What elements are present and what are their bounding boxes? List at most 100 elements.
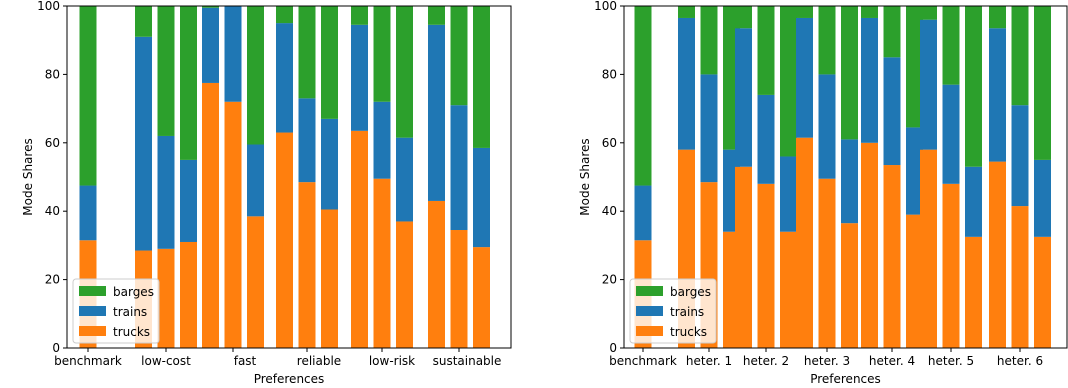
legend-swatch-trucks xyxy=(79,326,106,336)
bar-segment-trucks xyxy=(157,248,175,348)
bar-segment-trucks xyxy=(906,214,923,348)
x-axis-label: Preferences xyxy=(810,372,881,386)
x-tick-label: reliable xyxy=(297,354,341,368)
bar-segment-barges xyxy=(321,6,338,119)
legend-label-trucks: trucks xyxy=(670,325,707,339)
y-tick-label: 100 xyxy=(37,0,60,13)
bar-segment-trains xyxy=(989,28,1006,162)
y-tick-label: 100 xyxy=(594,0,617,13)
bar-segment-trains xyxy=(1034,159,1051,237)
bar-segment-trucks xyxy=(224,101,242,348)
bar-segment-trains xyxy=(428,24,445,201)
x-tick-label: low-risk xyxy=(369,354,415,368)
bar-segment-barges xyxy=(157,6,175,136)
y-tick-label: 0 xyxy=(52,341,60,355)
bar-segment-barges xyxy=(780,6,797,157)
legend-label-trucks: trucks xyxy=(113,325,150,339)
bar-segment-trains xyxy=(373,101,391,179)
bar-segment-barges xyxy=(1034,6,1051,160)
bar-segment-trains xyxy=(861,17,878,143)
bar-segment-trains xyxy=(351,24,368,131)
bar-segment-trains xyxy=(276,23,293,133)
y-axis-label: Mode Shares xyxy=(21,138,35,215)
legend-label-barges: barges xyxy=(670,285,711,299)
bar-segment-trains xyxy=(1011,105,1029,207)
bar-segment-barges xyxy=(965,6,982,167)
bar-segment-trucks xyxy=(1011,206,1029,348)
y-tick-label: 80 xyxy=(45,67,60,81)
bar-segment-trains xyxy=(678,17,695,150)
bar-segment-trains xyxy=(396,137,413,222)
y-tick-label: 60 xyxy=(602,136,617,150)
y-tick-label: 60 xyxy=(45,136,60,150)
bar-segment-barges xyxy=(79,6,97,186)
bar-segment-barges xyxy=(906,6,923,128)
bar-segment-trains xyxy=(841,139,858,224)
bar-segment-trucks xyxy=(473,247,490,348)
bar-segment-trains xyxy=(757,94,775,184)
bar-segment-trucks xyxy=(818,178,836,348)
bar-segment-barges xyxy=(473,6,490,148)
bar-segment-barges xyxy=(883,6,901,58)
bar-segment-trains xyxy=(224,6,242,102)
bar-segment-barges xyxy=(1011,6,1029,106)
bar-segment-barges xyxy=(396,6,413,138)
chart-panel-right: 0 20 40 60 80 100 benchmark heter. 1 heter. 2 het… xyxy=(578,0,1068,386)
x-tick-label: heter. 5 xyxy=(928,354,974,368)
bar-segment-trucks xyxy=(247,216,264,348)
bar-segment-trucks xyxy=(920,149,937,348)
bar-segment-barges xyxy=(180,6,197,160)
legend-label-barges: barges xyxy=(113,285,154,299)
bar-segment-barges xyxy=(920,6,937,20)
bar-segment-barges xyxy=(818,6,836,75)
bar-segment-barges xyxy=(450,6,468,106)
axes-frame xyxy=(66,5,512,349)
bar-segment-trains xyxy=(135,36,152,251)
bar-segment-barges xyxy=(757,6,775,95)
x-tick-label: heter. 6 xyxy=(997,354,1043,368)
bar-segment-trucks xyxy=(883,165,901,348)
chart-panel-left: 0 20 40 60 80 100 benchmark low-cost fast reliabl… xyxy=(21,0,512,386)
bar-segment-trucks xyxy=(735,166,752,348)
bar-segment-trains xyxy=(247,144,264,217)
legend-label-trains: trains xyxy=(670,305,704,319)
axes-frame xyxy=(623,5,1068,349)
x-tick-label: heter. 1 xyxy=(686,354,732,368)
y-tick-label: 80 xyxy=(602,67,617,81)
bar-segment-trucks xyxy=(351,130,368,348)
x-tick-label: heter. 2 xyxy=(743,354,789,368)
bar-segment-trucks xyxy=(276,132,293,348)
bar-segment-trains xyxy=(634,185,652,241)
bar-segment-trains xyxy=(180,159,197,242)
bar-segment-trains xyxy=(920,19,937,150)
y-tick-label: 40 xyxy=(602,204,617,218)
x-tick-label: benchmark xyxy=(54,354,122,368)
bar-segment-trucks xyxy=(942,183,960,348)
bar-segment-barges xyxy=(678,6,695,18)
bar-segment-trucks xyxy=(757,183,775,348)
y-tick-label: 40 xyxy=(45,204,60,218)
legend: barges trains trucks xyxy=(72,278,160,344)
x-tick-label: benchmark xyxy=(609,354,677,368)
bar-segment-trucks xyxy=(861,142,878,348)
bar-segment-trains xyxy=(473,147,490,248)
bar-segment-barges xyxy=(298,6,316,99)
y-tick-label: 0 xyxy=(609,341,617,355)
bar-segment-barges xyxy=(942,6,960,85)
bar-segment-barges xyxy=(841,6,858,140)
bar-segment-trains xyxy=(321,118,338,210)
bar-segment-trains xyxy=(700,74,718,183)
bar-segment-trains xyxy=(818,74,836,179)
bar-segment-trains xyxy=(965,166,982,237)
bar-segment-barges xyxy=(202,6,219,8)
bar-segment-trains xyxy=(906,127,923,215)
y-axis-label: Mode Shares xyxy=(578,138,592,215)
bar-segment-trucks xyxy=(780,231,797,348)
x-tick-label: heter. 3 xyxy=(804,354,850,368)
bar-segment-trucks xyxy=(373,178,391,348)
bar-segment-trains xyxy=(450,105,468,231)
bar-segment-trains xyxy=(735,28,752,167)
bar-segment-trains xyxy=(79,185,97,241)
x-tick-label: heter. 4 xyxy=(869,354,915,368)
